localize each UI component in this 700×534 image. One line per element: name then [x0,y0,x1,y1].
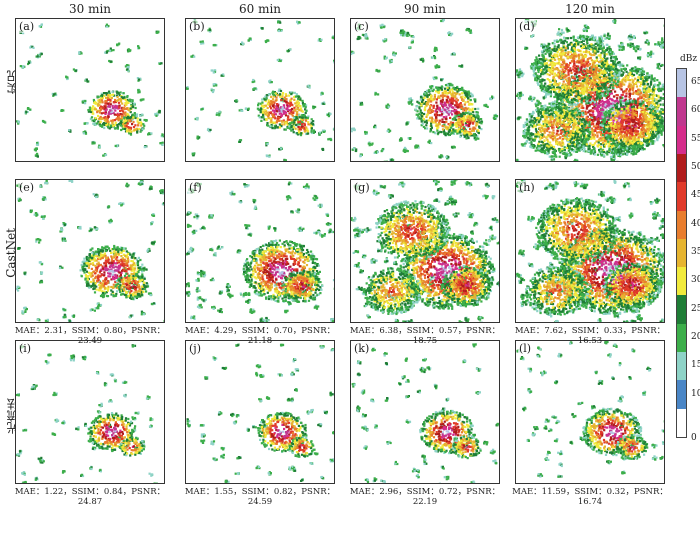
radar-field [351,180,499,322]
radar-panel: (l) [515,340,665,484]
colorbar-tick: 35 [691,247,700,257]
colorbar-segment [677,97,686,127]
panel-label: (h) [518,181,536,194]
panel-label: (a) [18,20,36,33]
metric-caption: MAE：7.62，SSIM：0.33，PSNR：16.53 [510,324,670,346]
panel-label: (l) [518,342,533,355]
radar-field [186,343,334,483]
panel-label: (e) [18,181,36,194]
radar-panel: (k) [350,340,500,484]
colorbar-tick: 25 [691,304,700,314]
colorbar-segment [677,238,686,268]
panel-label: (j) [188,342,202,355]
radar-field [351,19,499,161]
metric-caption: MAE：1.22，SSIM：0.84，PSNR：24.87 [10,485,170,507]
metric-caption: MAE：1.55，SSIM：0.82，PSNR：24.59 [180,485,340,507]
column-title: 90 min [350,2,500,16]
panel-label: (b) [188,20,206,33]
metric-caption: MAE：2.96，SSIM：0.72，PSNR：22.19 [345,485,505,507]
colorbar-tick: 55 [691,134,700,144]
colorbar-segment [677,267,686,296]
colorbar-tick: 40 [691,219,700,229]
metric-caption: MAE：6.38，SSIM：0.57，PSNR：18.75 [345,324,505,346]
colorbar-tick: 10 [691,389,700,399]
colorbar-tick: 60 [691,105,700,115]
colorbar-tick: 20 [691,332,700,342]
radar-panel: (c) [350,18,500,162]
radar-panel: (h) [515,179,665,323]
radar-field [516,180,664,322]
colorbar-segment [677,69,686,98]
colorbar-segment [677,352,686,381]
radar-field [16,23,164,158]
panel-label: (k) [353,342,371,355]
colorbar-tick: 65 [691,77,700,87]
metric-caption: MAE：11.59，SSIM：0.32，PSNR：16.74 [510,485,670,507]
colorbar-tick: 45 [691,190,700,200]
column-title: 30 min [15,2,165,16]
colorbar-tick: 50 [691,162,700,172]
metric-caption: MAE：2.31，SSIM：0.80，PSNR：23.49 [10,324,170,346]
radar-panel: (j) [185,340,335,484]
radar-field [516,341,664,478]
radar-field [186,181,334,322]
colorbar [676,68,687,438]
colorbar-segment [677,153,686,183]
radar-panel: (g) [350,179,500,323]
radar-panel: (d) [515,18,665,162]
panel-label: (g) [353,181,371,194]
radar-field [186,19,334,161]
colorbar-tick: 30 [691,275,700,285]
column-title: 60 min [185,2,335,16]
radar-field [351,343,499,483]
radar-field [516,19,664,161]
radar-panel: (f) [185,179,335,323]
colorbar-segment [677,408,686,438]
colorbar-segment [677,380,686,410]
colorbar-unit: dBz [680,54,697,64]
colorbar-segment [677,182,686,212]
panel-label: (f) [188,181,203,194]
radar-panel: (b) [185,18,335,162]
panel-label: (i) [18,342,33,355]
colorbar-segment [677,323,686,353]
radar-panel: (i) [15,340,165,484]
colorbar-segment [677,125,686,155]
panel-label: (c) [353,20,370,33]
radar-field [16,344,158,483]
colorbar-tick: 15 [691,360,700,370]
column-title: 120 min [515,2,665,16]
colorbar-segment [677,295,686,325]
metric-caption: MAE：4.29，SSIM：0.70，PSNR：21.18 [180,324,340,346]
radar-panel: (e) [15,179,165,323]
colorbar-segment [677,210,686,240]
colorbar-tick: 0 [691,433,697,443]
radar-panel: (a) [15,18,165,162]
radar-field [16,180,164,322]
panel-label: (d) [518,20,536,33]
